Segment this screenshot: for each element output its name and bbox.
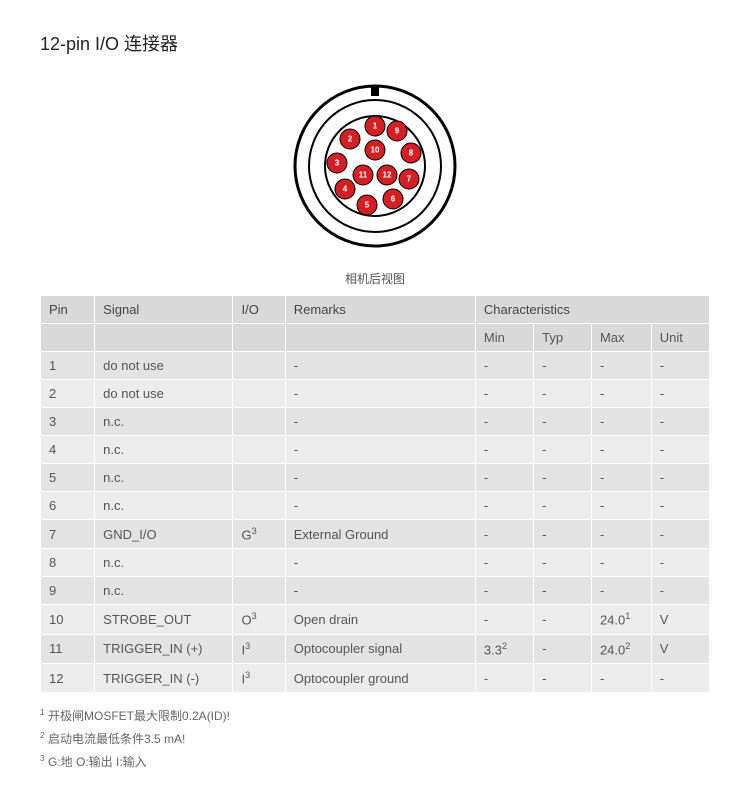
th-unit: Unit — [651, 324, 709, 352]
footnote: 2 启动电流最低条件3.5 mA! — [40, 730, 710, 747]
th-min: Min — [475, 324, 533, 352]
th-io: I/O — [233, 296, 285, 324]
svg-text:10: 10 — [371, 146, 380, 155]
svg-text:7: 7 — [407, 175, 412, 184]
th-characteristics: Characteristics — [475, 296, 709, 324]
table-row: 12TRIGGER_IN (-)I3Optocoupler ground---- — [41, 663, 710, 692]
th-remarks: Remarks — [285, 296, 475, 324]
svg-text:4: 4 — [343, 185, 348, 194]
table-row: 10STROBE_OUTO3Open drain--24.01V — [41, 605, 710, 634]
th-pin: Pin — [41, 296, 95, 324]
svg-text:6: 6 — [391, 195, 396, 204]
th-signal: Signal — [95, 296, 233, 324]
table-row: 11TRIGGER_IN (+)I3Optocoupler signal3.32… — [41, 634, 710, 663]
table-row: 3n.c.----- — [41, 408, 710, 436]
table-row: 9n.c.----- — [41, 577, 710, 605]
svg-text:8: 8 — [409, 149, 414, 158]
svg-text:2: 2 — [348, 135, 353, 144]
table-row: 5n.c.----- — [41, 464, 710, 492]
svg-text:12: 12 — [383, 171, 392, 180]
table-row: 1do not use----- — [41, 352, 710, 380]
th-typ: Typ — [534, 324, 592, 352]
footnote: 3 G:地 O:输出 I:输入 — [40, 753, 710, 770]
table-row: 8n.c.----- — [41, 549, 710, 577]
table-row: 4n.c.----- — [41, 436, 710, 464]
th-max: Max — [591, 324, 651, 352]
pin-table: Pin Signal I/O Remarks Characteristics M… — [40, 295, 710, 693]
page-title: 12-pin I/O 连接器 — [40, 30, 710, 56]
connector-caption: 相机后视图 — [40, 270, 710, 287]
table-row: 7GND_I/OG3External Ground---- — [41, 520, 710, 549]
svg-text:1: 1 — [373, 122, 378, 131]
svg-text:5: 5 — [365, 201, 370, 210]
footnotes: 1 开极闸MOSFET最大限制0.2A(ID)! 2 启动电流最低条件3.5 mA… — [40, 707, 710, 770]
table-row: 6n.c.----- — [41, 492, 710, 520]
svg-text:9: 9 — [395, 127, 400, 136]
table-row: 2do not use----- — [41, 380, 710, 408]
table-subheader: Min Typ Max Unit — [41, 324, 710, 352]
svg-text:11: 11 — [359, 171, 368, 180]
footnote: 1 开极闸MOSFET最大限制0.2A(ID)! — [40, 707, 710, 724]
connector-diagram: 123456789101112 — [40, 71, 710, 266]
svg-text:3: 3 — [335, 159, 340, 168]
